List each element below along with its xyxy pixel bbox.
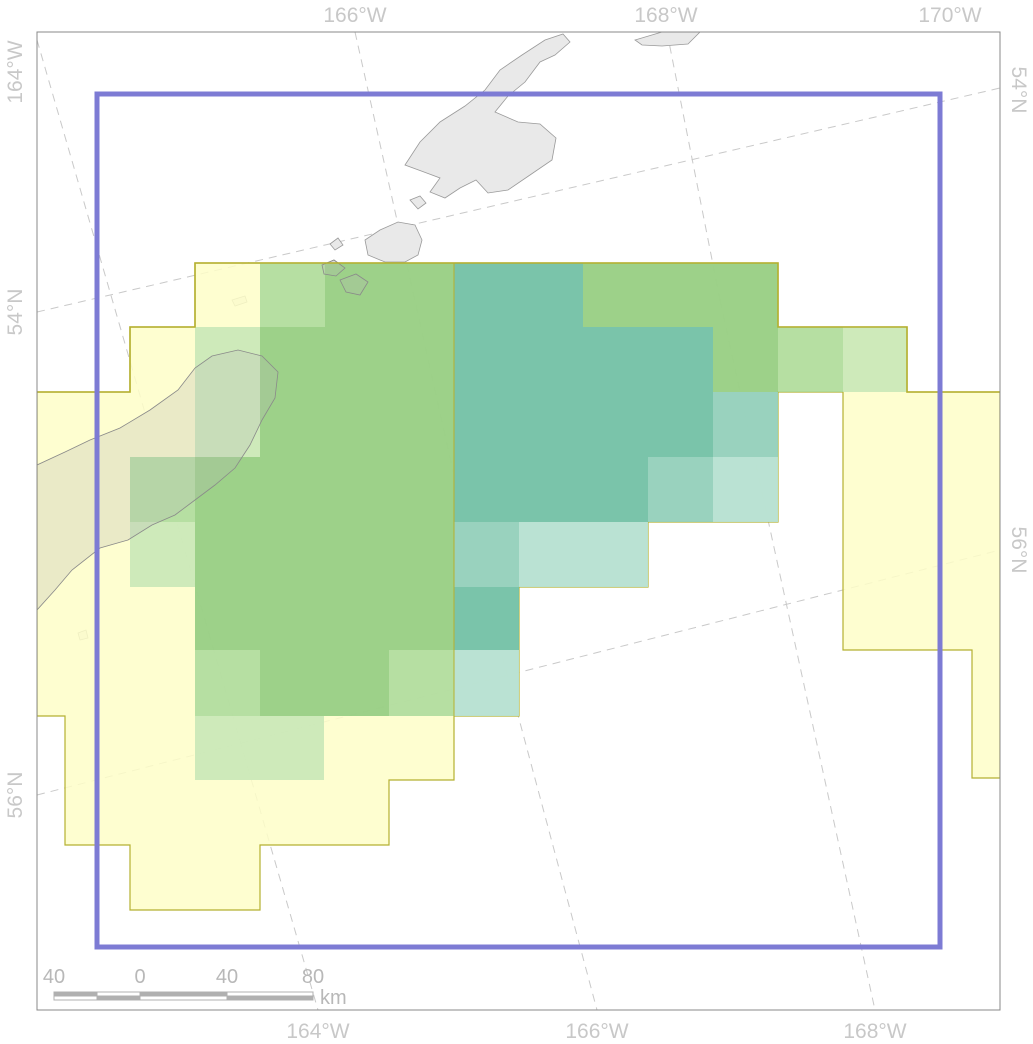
- tick-top-168w: 168°W: [634, 4, 697, 27]
- grid-cells: [130, 263, 907, 780]
- scale-label-80: 80: [302, 966, 324, 988]
- akun-island: [364, 221, 423, 263]
- tick-right-56n: 56°N: [1007, 527, 1030, 574]
- map-frame: [36, 31, 1001, 1011]
- tick-bottom-168w: 168°W: [843, 1020, 906, 1043]
- tick-top-166w: 166°W: [323, 4, 386, 27]
- tick-bottom-164w: 164°W: [286, 1020, 349, 1043]
- scale-unit: km: [320, 987, 347, 1009]
- unalaska-island: [404, 33, 571, 199]
- scale-label-0: 0: [134, 966, 145, 988]
- islet-overlay: [321, 259, 369, 296]
- scale-bar: 40 0 40 80 km: [43, 966, 347, 1009]
- tick-top-170w: 170°W: [918, 4, 981, 27]
- scale-label-40: 40: [216, 966, 238, 988]
- scale-label-40-left: 40: [43, 966, 65, 988]
- tick-labels: 166°W 168°W 170°W 164°W 166°W 168°W 164°…: [4, 4, 1030, 1043]
- islet-a: [409, 195, 427, 210]
- unimak-tip: [634, 32, 701, 47]
- tick-left-164w: 164°W: [4, 40, 27, 103]
- tick-left-56n: 56°N: [4, 772, 27, 819]
- islet-e: [329, 237, 344, 251]
- survey-outline: [37, 262, 1000, 393]
- study-area-box: [94, 91, 943, 950]
- tick-right-54n: 54°N: [1007, 67, 1030, 114]
- tick-left-54n: 54°N: [4, 289, 27, 336]
- tick-bottom-166w: 166°W: [565, 1020, 628, 1043]
